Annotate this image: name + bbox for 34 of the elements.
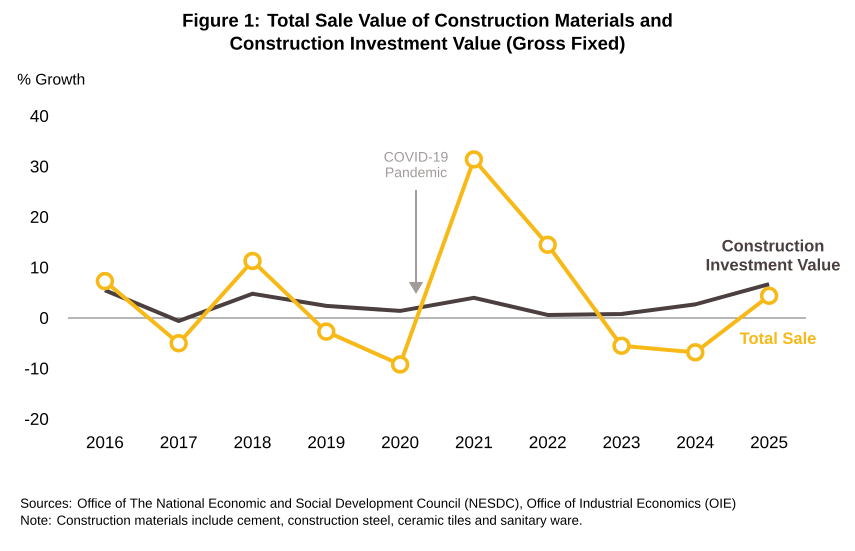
y-tick-label: -20 <box>24 412 48 426</box>
x-tick-label: 2022 <box>530 436 566 448</box>
x-tick-label: 2024 <box>677 436 714 448</box>
point <box>464 150 484 169</box>
point <box>538 236 557 254</box>
x-tick-label: 2025 <box>751 436 788 448</box>
y-tick-label: 20 <box>30 210 48 224</box>
x-tick-label: 2016 <box>86 436 124 448</box>
y-axis-title: % Growth <box>18 73 84 85</box>
x-tick-label: 2017 <box>160 436 197 448</box>
series-label: Construction Investment Value <box>706 239 840 271</box>
y-tick-label: 30 <box>30 160 48 173</box>
chart-title: Figure 1: Total Sale Value of Construction Materials and Construction Investment Value (Gross Fixed) <box>183 13 672 54</box>
source-note: Sources: Office of The National Economic and Social Development Council (NESDC), Office of Industrial Economics (OIE) <box>20 498 736 510</box>
y-tick-label: 10 <box>31 261 48 274</box>
point <box>243 252 262 270</box>
point <box>170 334 188 352</box>
annotation: COVID-19 Pandemic <box>384 152 448 178</box>
x-tick-label: 2021 <box>456 436 492 448</box>
x-tick-label: 2020 <box>382 436 418 448</box>
point <box>390 355 410 374</box>
x-tick-label: 2019 <box>308 436 344 448</box>
point <box>686 343 705 362</box>
x-tick-label: 2023 <box>603 436 640 448</box>
y-tick-label: 0 <box>40 312 48 324</box>
point <box>317 322 336 341</box>
point <box>760 286 778 305</box>
point <box>96 272 114 290</box>
x-tick-label: 2018 <box>234 436 271 448</box>
y-tick-label: -10 <box>24 362 48 375</box>
point <box>612 336 631 355</box>
text: Note: Construction materials include cement, construction steel, ceramic tiles and sanitary ware. <box>21 515 582 528</box>
series-label: Total Sale <box>740 332 816 344</box>
y-tick-label: 40 <box>30 110 48 122</box>
